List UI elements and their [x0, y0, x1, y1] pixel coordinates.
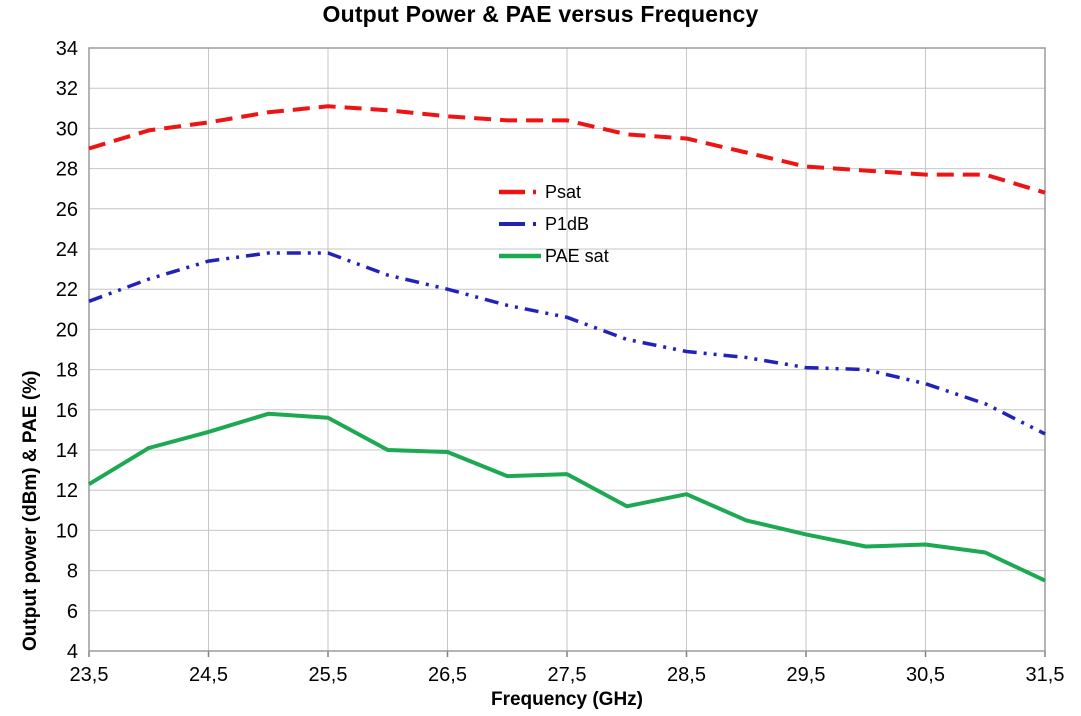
y-tick-label: 10 — [56, 520, 78, 542]
psat-line-swatch-icon — [499, 189, 541, 195]
x-tick-label: 31,5 — [1026, 664, 1065, 686]
x-tick-label: 28,5 — [667, 664, 706, 686]
legend-label-p1db: P1dB — [545, 214, 590, 234]
series-line-psat — [88, 104, 1046, 195]
x-tick-label: 26,5 — [428, 664, 467, 686]
x-tick-label: 27,5 — [548, 664, 587, 686]
series-line-p1db — [88, 251, 1046, 436]
paesat-line-swatch-icon — [499, 253, 541, 259]
y-tick-label: 32 — [56, 78, 78, 100]
y-tick-label: 6 — [67, 601, 78, 623]
y-tick-label: 4 — [67, 641, 78, 663]
p1db-line-swatch-icon — [499, 222, 541, 226]
legend: Psat P1dB PAE sat — [497, 176, 609, 272]
y-tick-label: 20 — [56, 319, 78, 341]
x-tick-label: 23,5 — [70, 664, 109, 686]
legend-label-psat: Psat — [545, 182, 582, 202]
legend-item-psat: Psat — [497, 176, 609, 208]
y-tick-label: 18 — [56, 360, 78, 382]
y-tick-label: 26 — [56, 199, 78, 221]
y-tick-label: 34 — [56, 38, 78, 60]
y-tick-label: 24 — [56, 239, 78, 261]
legend-label-paesat: PAE sat — [545, 246, 609, 266]
y-tick-label: 30 — [56, 118, 78, 140]
legend-item-p1db: P1dB — [497, 208, 609, 240]
plot-border — [88, 47, 1046, 652]
x-tick-label: 29,5 — [787, 664, 826, 686]
legend-item-paesat: PAE sat — [497, 240, 609, 272]
y-tick-label: 22 — [56, 279, 78, 301]
y-tick-label: 14 — [56, 440, 78, 462]
series-line-pae-sat — [87, 411, 1046, 583]
y-tick-label: 28 — [56, 159, 78, 181]
chart-title: Output Power & PAE versus Frequency — [322, 1, 759, 27]
x-axis-title: Frequency (GHz) — [490, 689, 644, 710]
x-tick-label: 30,5 — [906, 664, 945, 686]
x-tick-label: 24,5 — [189, 664, 228, 686]
y-tick-label: 12 — [56, 480, 78, 502]
y-tick-label: 16 — [56, 400, 78, 422]
y-tick-label: 8 — [67, 561, 78, 583]
y-axis-title: Output power (dBm) & PAE (%) — [20, 370, 41, 651]
x-tick-label: 25,5 — [309, 664, 348, 686]
